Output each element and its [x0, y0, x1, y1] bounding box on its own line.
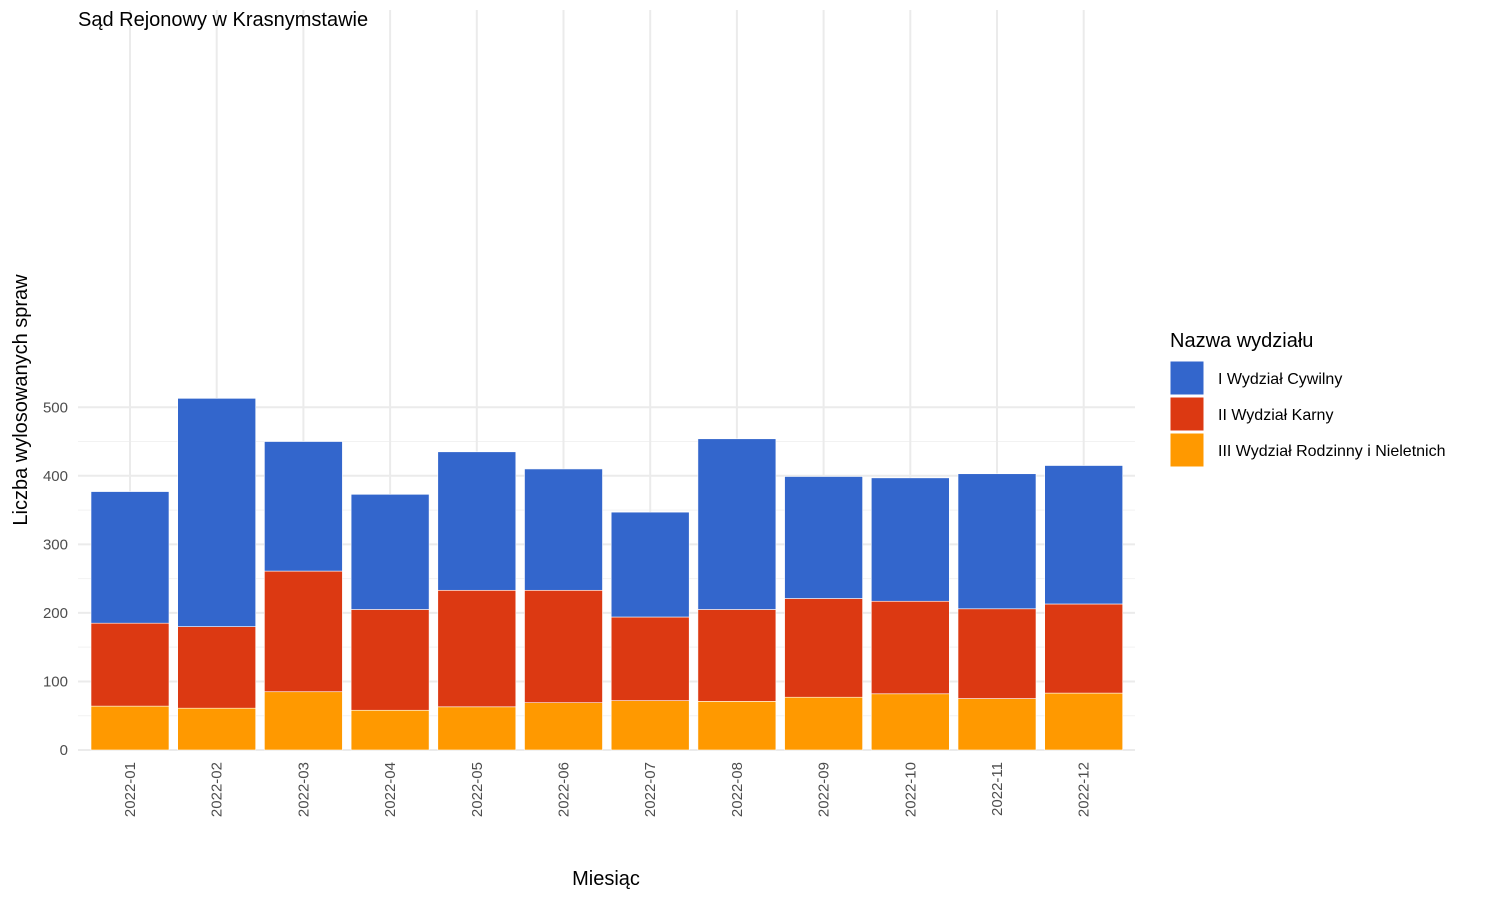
x-tick-label: 2022-09: [816, 762, 833, 817]
bar-segment: [610, 700, 690, 751]
legend-label: I Wydział Cywilny: [1218, 371, 1342, 388]
bar-segment: [264, 691, 343, 751]
legend-swatch: [1169, 432, 1205, 468]
bar-segment: [90, 705, 170, 751]
x-tick-label: 2022-07: [642, 762, 659, 817]
bar-segment: [437, 589, 517, 708]
y-axis-title: Liczba wylosowanych spraw: [10, 274, 32, 526]
bar-segment: [350, 609, 430, 711]
y-tick-label: 300: [43, 536, 68, 553]
bar-segment: [350, 494, 430, 610]
x-tick-label: 2022-08: [729, 762, 746, 817]
bar-segment: [697, 609, 777, 702]
y-tick-label: 200: [43, 605, 68, 622]
x-tick-label: 2022-02: [209, 762, 226, 817]
bar-segment: [697, 701, 777, 751]
legend: Nazwa wydziału I Wydział Cywilny II Wydzi…: [1169, 330, 1446, 468]
bar-segment: [957, 698, 1037, 751]
bars: [90, 398, 1123, 751]
legend-swatch: [1169, 360, 1205, 396]
x-tick-label: 2022-01: [122, 762, 139, 817]
x-axis-title: Miesiąc: [572, 868, 640, 890]
bar-segment: [1044, 603, 1123, 694]
x-tick-label: 2022-11: [989, 762, 1006, 816]
bar-segment: [784, 476, 863, 599]
bar-segment: [957, 473, 1037, 610]
legend-label: III Wydział Rodzinny i Nieletnich: [1218, 443, 1446, 460]
bar-segment: [90, 491, 170, 624]
bar-segment: [697, 438, 777, 610]
y-tick-label: 500: [43, 399, 68, 416]
bar-segment: [610, 616, 690, 701]
bar-segment: [957, 608, 1037, 699]
bar-segment: [610, 511, 690, 618]
bar-segment: [177, 707, 256, 751]
bar-segment: [264, 570, 343, 693]
x-tick-label: 2022-03: [295, 762, 312, 817]
legend-swatch: [1169, 396, 1205, 432]
legend-label: II Wydział Karny: [1218, 407, 1333, 424]
legend-title: Nazwa wydziału: [1170, 330, 1313, 352]
bar-segment: [870, 477, 950, 602]
bar-segment: [1044, 692, 1123, 751]
bar-segment: [784, 696, 863, 751]
bar-segment: [90, 622, 170, 707]
bar-segment: [177, 398, 256, 627]
x-tick-label: 2022-12: [1076, 762, 1093, 817]
x-tick-label: 2022-06: [556, 762, 573, 817]
bar-segment: [350, 709, 430, 751]
bar-segment: [264, 441, 343, 572]
bar-segment: [437, 451, 517, 591]
bar-segment: [177, 626, 256, 709]
bar-segment: [524, 468, 603, 591]
bar-segment: [870, 600, 950, 695]
bar-segment: [437, 706, 517, 751]
bar-segment: [1044, 465, 1123, 605]
x-tick-label: 2022-04: [382, 762, 399, 817]
x-tick-label: 2022-05: [469, 762, 486, 817]
y-tick-label: 400: [43, 468, 68, 485]
y-tick-label: 100: [43, 673, 68, 690]
bar-segment: [524, 589, 603, 704]
y-tick-label: 0: [60, 742, 68, 759]
bar-segment: [870, 693, 950, 751]
bar-segment: [524, 702, 603, 751]
x-axis-ticks: 2022-01 2022-02 2022-03 2022-04 2022-05 2022-…: [122, 762, 1093, 817]
y-axis-ticks: 0 100 200 300 400 500: [43, 399, 68, 759]
chart-title: Sąd Rejonowy w Krasnymstawie: [78, 9, 368, 31]
bar-segment: [784, 598, 863, 698]
x-tick-label: 2022-10: [902, 762, 919, 817]
